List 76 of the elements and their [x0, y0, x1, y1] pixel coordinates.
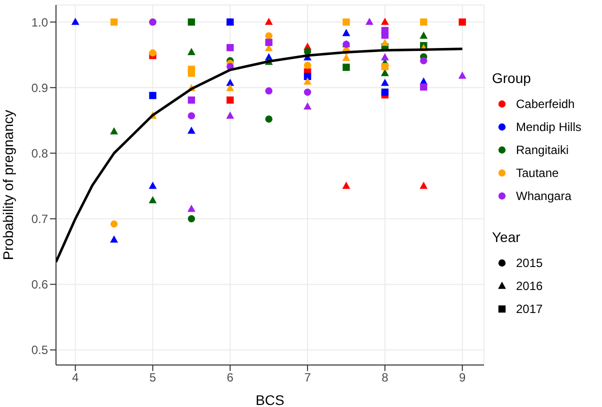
point	[226, 44, 234, 52]
point	[110, 18, 118, 26]
point	[420, 18, 428, 26]
point	[381, 63, 389, 70]
point	[342, 182, 350, 189]
point	[265, 38, 272, 46]
point	[458, 72, 466, 79]
point	[188, 70, 196, 77]
point	[342, 54, 350, 61]
y-tick-label: 0.5	[31, 343, 48, 358]
point	[226, 96, 234, 104]
point	[342, 64, 350, 71]
point	[365, 18, 374, 25]
point	[188, 18, 196, 26]
point	[304, 77, 312, 85]
legend-label: Rangitaiki	[516, 142, 569, 156]
legend-label: Tautane	[516, 166, 559, 180]
point	[110, 235, 118, 243]
point	[110, 220, 118, 228]
x-tick-label: 8	[382, 370, 389, 385]
y-axis-title: Probability of pregnancy	[0, 110, 16, 260]
point	[304, 62, 312, 69]
point	[304, 48, 312, 56]
x-tick-label: 7	[304, 370, 312, 385]
point	[187, 204, 196, 212]
point	[226, 112, 234, 119]
text: 2015	[516, 256, 543, 270]
y-tick-label: 0.7	[31, 212, 48, 226]
point	[380, 78, 389, 86]
point	[226, 84, 234, 92]
point	[380, 53, 389, 60]
x-tick-label: 4	[72, 370, 80, 385]
y-tick-label: 1.0	[31, 15, 48, 30]
point	[187, 48, 196, 56]
x-tick-label: 5	[149, 370, 156, 385]
point	[149, 92, 156, 100]
point	[304, 102, 312, 110]
legend-label: Whangara	[516, 188, 572, 202]
point	[381, 32, 389, 39]
point	[188, 96, 196, 104]
text: 2017	[516, 302, 543, 316]
point	[420, 83, 428, 91]
point	[226, 78, 234, 86]
point	[148, 196, 157, 204]
x-axis-title: BCS	[256, 392, 284, 407]
point	[265, 32, 272, 40]
legend-title: Group	[492, 70, 532, 86]
point	[420, 182, 428, 189]
y-tick-label: 0.8	[31, 146, 48, 160]
text: Year	[492, 229, 522, 245]
point	[304, 88, 312, 96]
point	[188, 215, 196, 222]
point	[380, 18, 389, 25]
point	[380, 38, 389, 46]
point	[342, 28, 350, 36]
x-tick-label: 9	[458, 370, 466, 385]
point	[420, 57, 428, 64]
y-tick-label: 0.6	[31, 278, 48, 292]
point	[148, 182, 157, 189]
point	[342, 18, 350, 26]
point	[265, 87, 272, 94]
point	[187, 126, 196, 134]
text: 2016	[516, 278, 543, 292]
point	[110, 127, 118, 134]
point	[420, 32, 428, 39]
point	[149, 49, 156, 56]
point	[188, 112, 196, 120]
point	[264, 18, 273, 25]
point	[71, 18, 80, 25]
legend-label: Mendip Hills	[516, 120, 582, 134]
x-tick-label: 6	[226, 370, 234, 385]
y-tick-label: 0.9	[31, 80, 48, 95]
point	[265, 116, 272, 123]
legend-label: Caberfeidh	[516, 96, 575, 110]
point	[458, 18, 466, 26]
point	[381, 88, 389, 96]
